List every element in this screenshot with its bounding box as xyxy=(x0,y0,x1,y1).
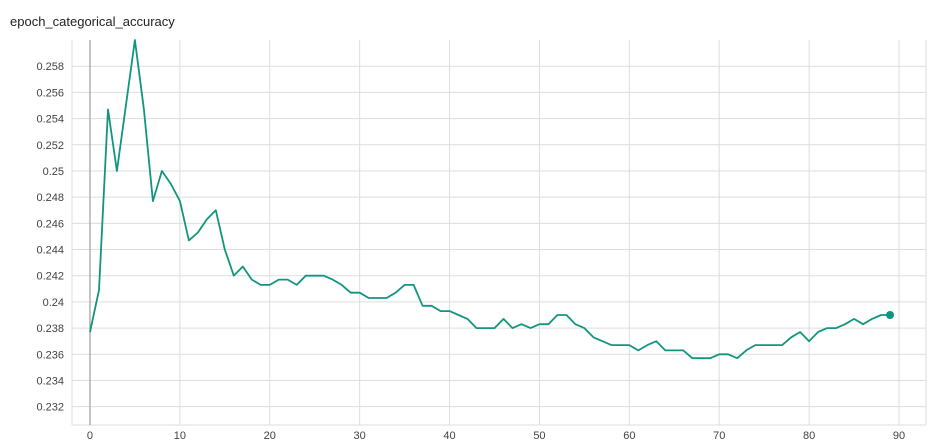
series-line xyxy=(89,39,890,360)
grid-lines xyxy=(71,40,927,426)
y-tick-label: 0.25 xyxy=(43,166,64,178)
y-tick-label: 0.238 xyxy=(36,323,64,335)
y-tick-label: 0.232 xyxy=(36,402,64,414)
y-tick-label: 0.254 xyxy=(36,114,64,126)
x-tick-label: 0 xyxy=(87,430,93,442)
x-tick-label: 40 xyxy=(443,430,455,442)
x-tick-label: 30 xyxy=(354,430,366,442)
x-tick-label: 50 xyxy=(533,430,545,442)
y-tick-label: 0.236 xyxy=(36,349,64,361)
series-layer xyxy=(89,39,895,360)
chart-title: epoch_categorical_accuracy xyxy=(10,14,175,29)
y-tick-label: 0.252 xyxy=(36,140,64,152)
x-tick-label: 20 xyxy=(264,430,276,442)
tick-labels: 0.232 0.234 0.236 0.238 0.24 0.242 0.244 0.246 0… xyxy=(36,61,905,442)
y-tick-label: 0.244 xyxy=(36,245,64,257)
x-tick-label: 80 xyxy=(803,430,815,442)
x-tick-label: 90 xyxy=(893,430,905,442)
y-tick-label: 0.242 xyxy=(36,271,64,283)
x-tick-label: 10 xyxy=(174,430,186,442)
y-tick-label: 0.24 xyxy=(43,297,64,309)
y-tick-label: 0.256 xyxy=(36,87,64,99)
y-tick-label: 0.234 xyxy=(36,375,64,387)
x-tick-label: 70 xyxy=(713,430,725,442)
series-last-point[interactable] xyxy=(886,311,895,319)
y-tick-label: 0.248 xyxy=(36,192,64,204)
y-tick-label: 0.246 xyxy=(36,218,64,230)
x-tick-label: 60 xyxy=(623,430,635,442)
y-tick-label: 0.258 xyxy=(36,61,64,73)
